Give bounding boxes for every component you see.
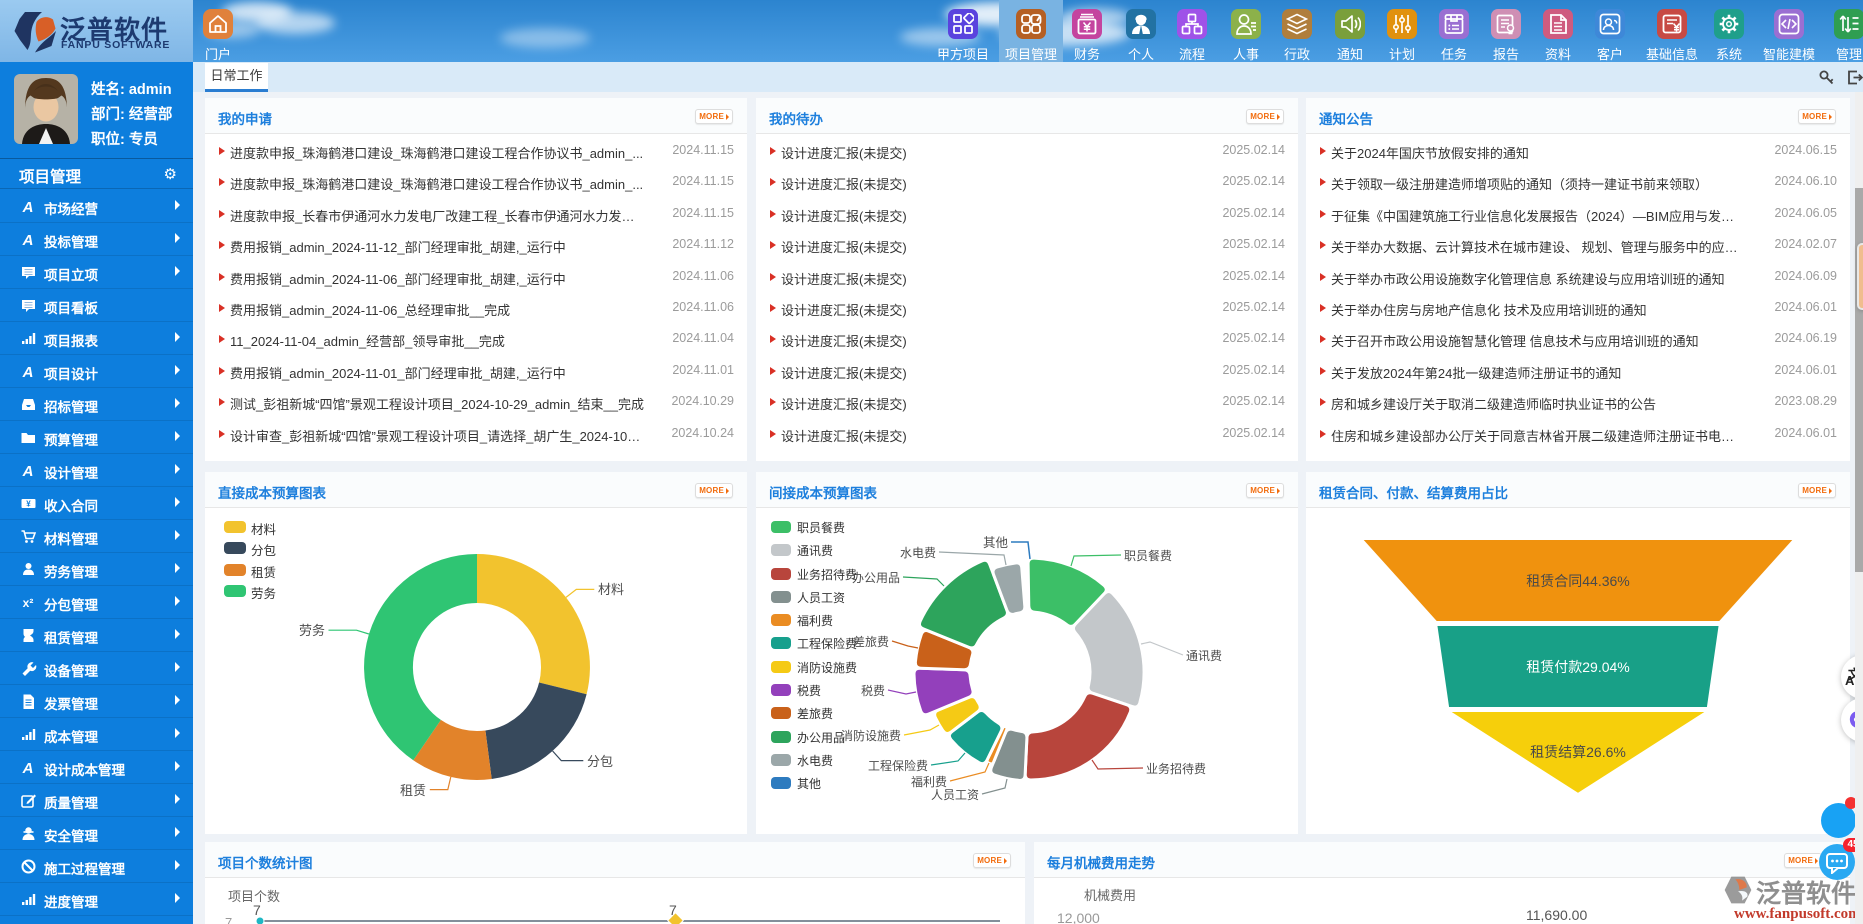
svg-text:租赁付款29.04%: 租赁付款29.04% — [1526, 659, 1629, 675]
svg-text:职员餐费: 职员餐费 — [1124, 548, 1172, 563]
svg-text:租赁结算26.6%: 租赁结算26.6% — [1530, 744, 1626, 760]
svg-text:租赁合同44.36%: 租赁合同44.36% — [1526, 573, 1629, 589]
svg-text:福利费: 福利费 — [911, 774, 947, 789]
svg-text:A: A — [22, 760, 34, 776]
svg-text:11,690.00: 11,690.00 — [1526, 907, 1587, 923]
svg-text:办公用品: 办公用品 — [852, 570, 900, 585]
svg-text:7: 7 — [669, 902, 677, 918]
svg-text:差旅费: 差旅费 — [853, 635, 889, 649]
svg-text:业务招待费: 业务招待费 — [1146, 761, 1206, 776]
svg-text:消防设施费: 消防设施费 — [841, 728, 901, 743]
svg-text:A: A — [22, 232, 34, 248]
svg-text:A: A — [22, 199, 34, 215]
svg-text:人员工资: 人员工资 — [931, 788, 979, 802]
svg-text:税费: 税费 — [861, 684, 885, 698]
svg-text:¥: ¥ — [26, 500, 31, 509]
svg-text:A: A — [22, 364, 34, 380]
svg-text:项目个数: 项目个数 — [228, 889, 280, 904]
svg-text:水电费: 水电费 — [900, 546, 936, 560]
svg-text:7: 7 — [253, 902, 261, 918]
svg-text:通讯费: 通讯费 — [1186, 649, 1222, 663]
svg-text:分包: 分包 — [587, 754, 613, 769]
svg-text:劳务: 劳务 — [299, 623, 325, 638]
svg-text:租赁: 租赁 — [400, 783, 426, 798]
svg-text:x²: x² — [23, 596, 34, 610]
svg-text:12,000: 12,000 — [1057, 910, 1100, 924]
svg-text:机械费用: 机械费用 — [1084, 888, 1136, 903]
svg-text:工程保险费: 工程保险费 — [868, 758, 928, 773]
svg-text:材料: 材料 — [598, 582, 624, 597]
svg-text:其他: 其他 — [983, 536, 1009, 550]
svg-text:7: 7 — [225, 915, 232, 924]
svg-text:A: A — [22, 463, 34, 479]
